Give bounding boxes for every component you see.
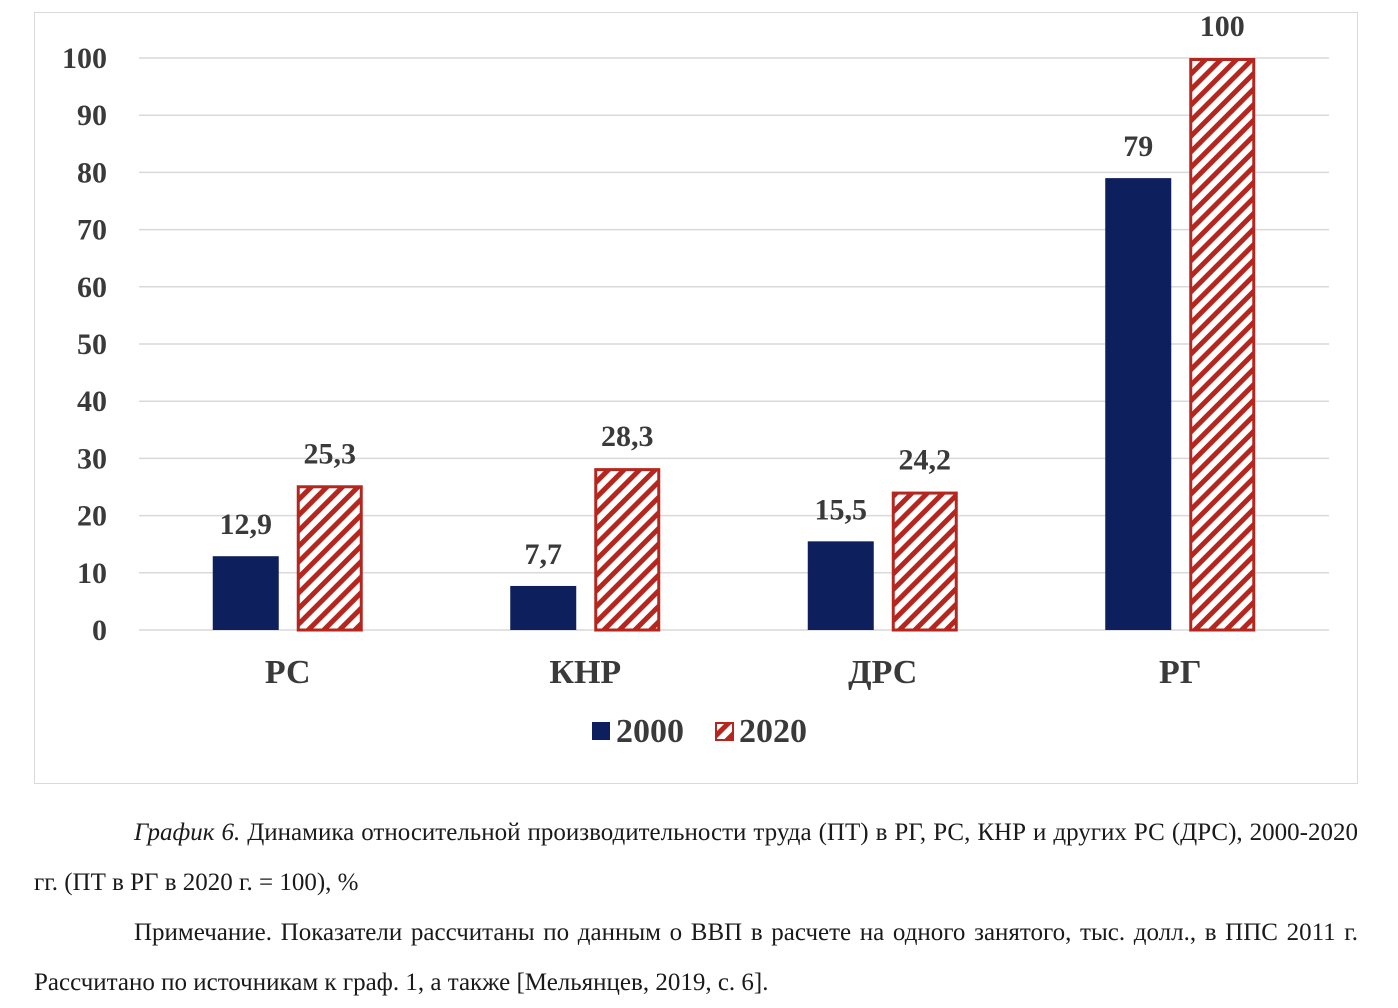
data-label: 24,2 — [899, 444, 952, 477]
y-tick-label: 80 — [77, 156, 107, 189]
data-label: 25,3 — [304, 437, 357, 470]
y-tick-label: 10 — [77, 557, 107, 590]
y-tick-label: 20 — [77, 500, 107, 533]
bar-2020 — [296, 485, 363, 632]
bar-2000 — [212, 556, 279, 630]
data-label: 12,9 — [220, 508, 273, 541]
y-tick-label: 60 — [77, 271, 107, 304]
category-label: РС — [265, 654, 311, 691]
bar-2020 — [594, 468, 661, 632]
y-tick-label: 90 — [77, 99, 107, 132]
bar-chart: 0 10 20 30 40 50 60 70 80 90 100 12,9 25,3 РС 7,7 28,3… — [62, 13, 1329, 750]
caption-title: График 6. Динамика относительной произво… — [34, 808, 1358, 908]
bar-2000 — [510, 585, 577, 630]
legend-label: 2020 — [739, 713, 807, 750]
legend-swatch-2000 — [592, 722, 610, 740]
legend-swatch-2020 — [715, 722, 734, 741]
y-tick-label: 0 — [92, 614, 107, 647]
category-label: РГ — [1159, 654, 1201, 691]
y-tick-label: 50 — [77, 328, 107, 361]
data-label: 28,3 — [601, 420, 654, 453]
bar-2000 — [1105, 178, 1172, 630]
data-label: 100 — [1200, 13, 1245, 43]
y-tick-label: 100 — [62, 42, 107, 75]
caption-note: Примечание. Показатели рассчитаны по дан… — [34, 919, 1358, 996]
data-label: 15,5 — [815, 493, 868, 526]
y-tick-label: 30 — [77, 442, 107, 475]
category-label: ДРС — [848, 654, 917, 691]
bar-2020 — [1189, 58, 1256, 632]
caption-figure-number: График 6. — [134, 819, 241, 846]
data-label: 7,7 — [525, 538, 563, 571]
caption-title-text: Динамика относительной производительност… — [34, 819, 1358, 896]
chart-frame: 0 10 20 30 40 50 60 70 80 90 100 12,9 25,3 РС 7,7 28,3… — [34, 12, 1358, 784]
bar-2020 — [891, 491, 958, 632]
y-tick-label: 70 — [77, 214, 107, 247]
y-tick-label: 40 — [77, 385, 107, 418]
category-label: КНР — [549, 654, 621, 691]
legend-label: 2000 — [616, 713, 684, 750]
data-label: 79 — [1123, 130, 1153, 163]
bar-2000 — [807, 541, 874, 630]
figure-caption: График 6. Динамика относительной произво… — [34, 808, 1358, 1008]
